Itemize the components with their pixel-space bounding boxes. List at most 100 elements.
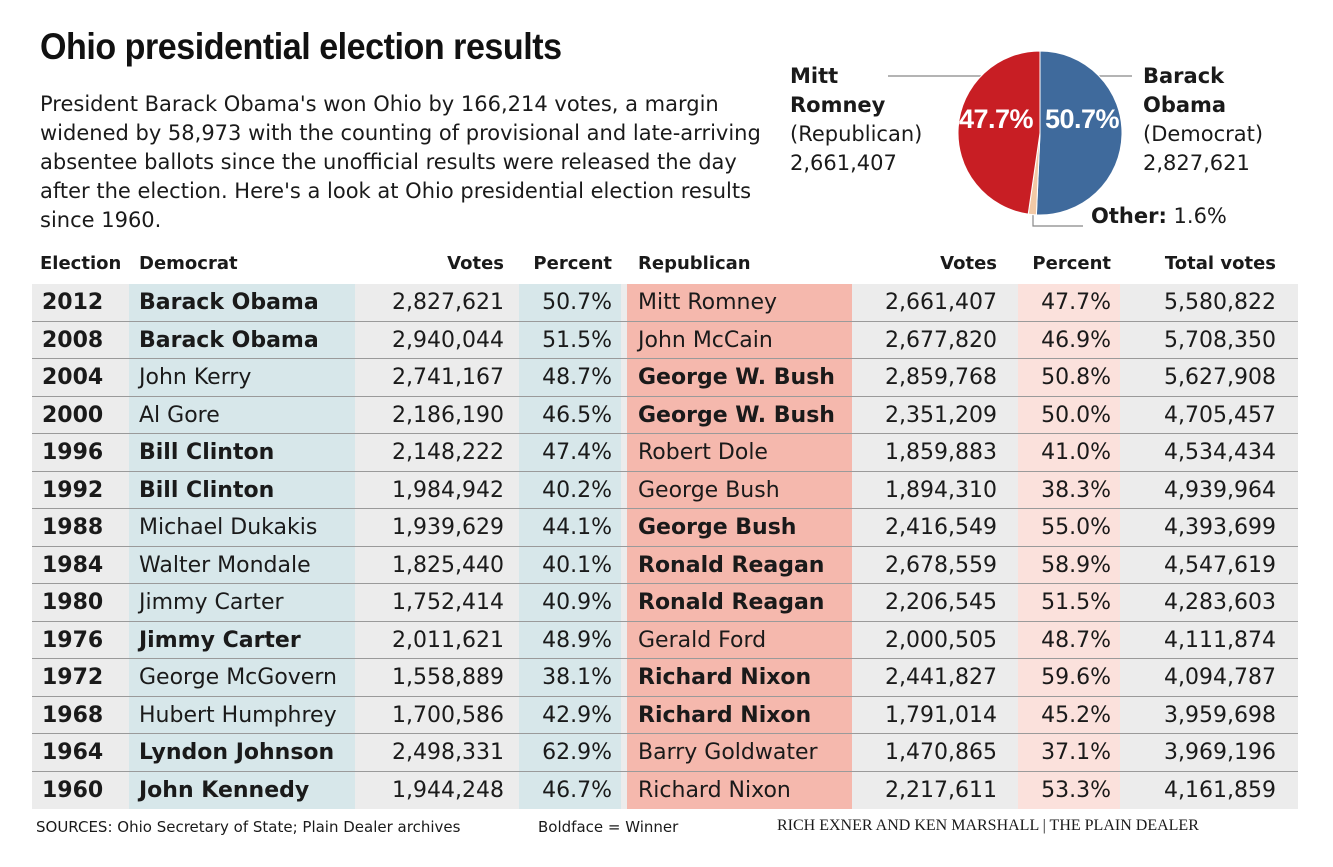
- republican-votes: 2,416,549: [885, 515, 997, 540]
- table-row: 2004 John Kerry 2,741,167 48.7% George W. Bu…: [32, 359, 1298, 397]
- republican-name: Mitt Romney: [638, 290, 778, 315]
- republican-name: Barry Goldwater: [638, 740, 818, 765]
- boldface-legend: Boldface = Winner: [538, 818, 679, 836]
- republican-name: Ronald Reagan: [638, 590, 825, 615]
- democrat-percent: 50.7%: [542, 290, 612, 315]
- romney-pie-slice: [957, 50, 1041, 215]
- republican-percent: 47.7%: [1041, 290, 1111, 315]
- total-votes: 4,161,859: [1164, 777, 1276, 803]
- republican-votes: 2,441,827: [885, 665, 997, 690]
- republican-percent: 41.0%: [1041, 440, 1111, 465]
- republican-name: George Bush: [638, 477, 780, 503]
- republican-percent: 50.8%: [1041, 365, 1111, 390]
- democrat-name: Jimmy Carter: [139, 590, 284, 615]
- democrat-percent: 48.9%: [542, 627, 612, 653]
- republican-votes: 1,791,014: [885, 702, 997, 728]
- obama-votes: 2,827,621: [1143, 151, 1250, 175]
- election-year: 2008: [42, 327, 104, 353]
- sources-note: SOURCES: Ohio Secretary of State; Plain …: [36, 818, 461, 836]
- total-votes: 5,627,908: [1164, 365, 1276, 390]
- republican-name: Richard Nixon: [638, 777, 791, 803]
- democrat-votes: 1,984,942: [392, 477, 504, 503]
- other-percent: 1.6%: [1173, 204, 1227, 228]
- table-row: 1964 Lyndon Johnson 2,498,331 62.9% Barry Go…: [32, 734, 1298, 772]
- total-votes: 4,534,434: [1164, 440, 1276, 465]
- romney-votes: 2,661,407: [790, 151, 897, 175]
- total-votes: 4,111,874: [1164, 627, 1276, 653]
- obama-name-line1: Barack: [1143, 64, 1225, 88]
- democrat-name: Lyndon Johnson: [139, 740, 335, 765]
- header-democrat: Democrat: [139, 253, 238, 274]
- democrat-name: Jimmy Carter: [139, 627, 301, 653]
- table-body: 2012 Barack Obama 2,827,621 50.7% Mitt Romne…: [32, 284, 1298, 809]
- republican-name: Gerald Ford: [638, 627, 767, 653]
- republican-name: John McCain: [638, 327, 773, 353]
- total-votes: 3,959,698: [1164, 702, 1276, 728]
- republican-percent: 51.5%: [1041, 590, 1111, 615]
- democrat-votes: 1,944,248: [392, 777, 504, 803]
- republican-percent-column-bg: [1018, 284, 1120, 809]
- democrat-percent: 46.5%: [542, 402, 612, 428]
- election-year: 1964: [42, 740, 104, 765]
- democrat-name: Hubert Humphrey: [139, 702, 337, 728]
- republican-votes: 2,678,559: [885, 552, 997, 578]
- democrat-name: Barack Obama: [139, 290, 319, 315]
- republican-name: Ronald Reagan: [638, 552, 825, 578]
- total-votes: 4,393,699: [1164, 515, 1276, 540]
- pie-chart: 47.7% 50.7%: [955, 48, 1125, 218]
- page-title: Ohio presidential election results: [40, 26, 562, 67]
- republican-percent: 55.0%: [1041, 515, 1111, 540]
- header-dem-percent: Percent: [533, 253, 612, 274]
- democrat-votes: 2,148,222: [392, 440, 504, 465]
- republican-percent: 53.3%: [1041, 777, 1111, 803]
- republican-votes: 1,894,310: [885, 477, 997, 503]
- democrat-percent: 51.5%: [542, 327, 612, 353]
- romney-pie-percent: 47.7%: [959, 104, 1034, 134]
- republican-name: George Bush: [638, 515, 797, 540]
- header-total-votes: Total votes: [1164, 253, 1276, 274]
- democrat-percent: 48.7%: [542, 365, 612, 390]
- header-election: Election: [40, 253, 122, 274]
- democrat-votes: 1,939,629: [392, 515, 504, 540]
- election-year: 1984: [42, 552, 104, 578]
- republican-votes: 2,661,407: [885, 290, 997, 315]
- election-year: 1960: [42, 777, 104, 803]
- romney-party: (Republican): [790, 122, 923, 146]
- republican-votes: 2,351,209: [885, 402, 997, 428]
- democrat-percent-column-bg: [519, 284, 621, 809]
- election-year: 1996: [42, 440, 104, 465]
- democrat-percent: 46.7%: [542, 777, 612, 803]
- democrat-percent: 62.9%: [542, 740, 612, 765]
- table-row: 1988 Michael Dukakis 1,939,629 44.1% George …: [32, 509, 1298, 547]
- democrat-votes: 2,011,621: [392, 627, 504, 653]
- republican-votes: 1,859,883: [885, 440, 997, 465]
- democrat-name: John Kennedy: [139, 777, 310, 803]
- democrat-votes: 1,700,586: [392, 702, 504, 728]
- republican-votes: 2,217,611: [885, 777, 997, 803]
- table-row: 1992 Bill Clinton 1,984,942 40.2% George Bus…: [32, 472, 1298, 509]
- democrat-votes: 1,558,889: [392, 665, 504, 690]
- table-row: 1980 Jimmy Carter 1,752,414 40.9% Ronald Rea…: [32, 584, 1298, 622]
- election-year: 2004: [42, 365, 104, 390]
- table-row: 2012 Barack Obama 2,827,621 50.7% Mitt Romne…: [32, 284, 1298, 322]
- republican-percent: 58.9%: [1041, 552, 1111, 578]
- republican-votes: 2,206,545: [885, 590, 997, 615]
- democrat-votes: 2,741,167: [392, 365, 504, 390]
- republican-percent: 59.6%: [1041, 665, 1111, 690]
- election-year: 1968: [42, 702, 104, 728]
- table-row: 1972 George McGovern 1,558,889 38.1% Richard…: [32, 659, 1298, 697]
- democrat-percent: 38.1%: [542, 665, 612, 690]
- republican-percent: 45.2%: [1041, 702, 1111, 728]
- table-header: Election Democrat Votes Percent Republican Vo…: [32, 248, 1298, 284]
- democrat-percent: 47.4%: [542, 440, 612, 465]
- republican-name: Richard Nixon: [638, 702, 812, 728]
- democrat-votes: 2,827,621: [392, 290, 504, 315]
- democrat-votes: 1,825,440: [392, 552, 504, 578]
- other-pie-label: Other: 1.6%: [1091, 202, 1227, 231]
- obama-name-line2: Obama: [1143, 93, 1227, 117]
- table-row: 1968 Hubert Humphrey 1,700,586 42.9% Richard…: [32, 697, 1298, 734]
- democrat-votes: 1,752,414: [392, 590, 504, 615]
- intro-text: President Barack Obama's won Ohio by 166…: [40, 92, 761, 232]
- table-row: 1976 Jimmy Carter 2,011,621 48.9% Gerald For…: [32, 622, 1298, 659]
- democrat-name: John Kerry: [139, 365, 252, 390]
